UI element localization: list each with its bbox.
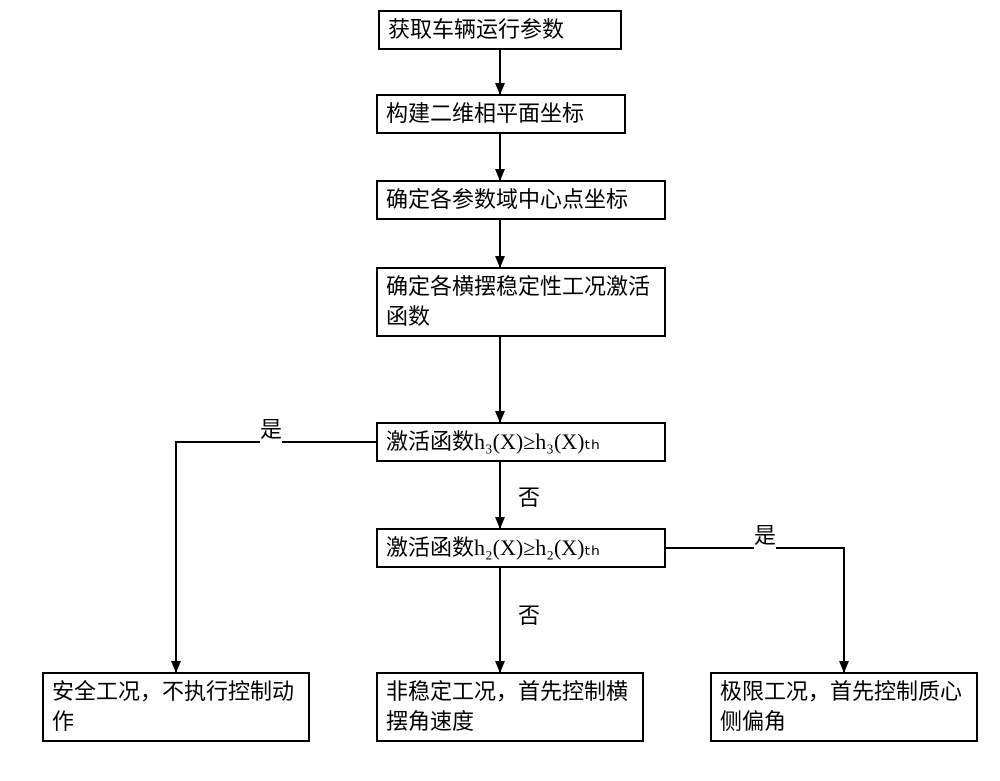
node-acquire-params: 获取车辆运行参数 (378, 10, 622, 50)
node-build-phase-plane: 构建二维相平面坐标 (376, 94, 626, 134)
node-label: 激活函数h₂(X)≥h₂(X)ₜₕ (386, 533, 600, 563)
edge-label: 否 (518, 598, 540, 630)
edge-label: 是 (754, 518, 776, 550)
flowchart-canvas: 获取车辆运行参数 构建二维相平面坐标 确定各参数域中心点坐标 确定各横摆稳定性工… (0, 0, 1000, 781)
node-label: 非稳定工况，首先控制横摆角速度 (386, 677, 634, 736)
edge (666, 548, 844, 672)
node-center-coords: 确定各参数域中心点坐标 (376, 180, 666, 220)
node-activation-fn: 确定各横摆稳定性工况激活函数 (376, 267, 666, 337)
edge-label: 否 (518, 480, 540, 512)
node-label: 获取车辆运行参数 (388, 15, 564, 45)
edge (176, 442, 376, 672)
node-label: 确定各横摆稳定性工况激活函数 (386, 272, 656, 331)
edge-label: 是 (260, 412, 282, 444)
node-h3-test: 激活函数h₃(X)≥h₃(X)ₜₕ (376, 422, 666, 462)
node-label: 安全工况，不执行控制动作 (52, 677, 300, 736)
node-label: 确定各参数域中心点坐标 (386, 185, 628, 215)
node-label: 激活函数h₃(X)≥h₃(X)ₜₕ (386, 427, 600, 457)
node-label: 极限工况，首先控制质心侧偏角 (720, 677, 968, 736)
node-h2-test: 激活函数h₂(X)≥h₂(X)ₜₕ (376, 528, 666, 568)
node-unstable-case: 非稳定工况，首先控制横摆角速度 (376, 672, 644, 742)
node-safe-case: 安全工况，不执行控制动作 (42, 672, 310, 742)
node-limit-case: 极限工况，首先控制质心侧偏角 (710, 672, 978, 742)
node-label: 构建二维相平面坐标 (386, 99, 584, 129)
